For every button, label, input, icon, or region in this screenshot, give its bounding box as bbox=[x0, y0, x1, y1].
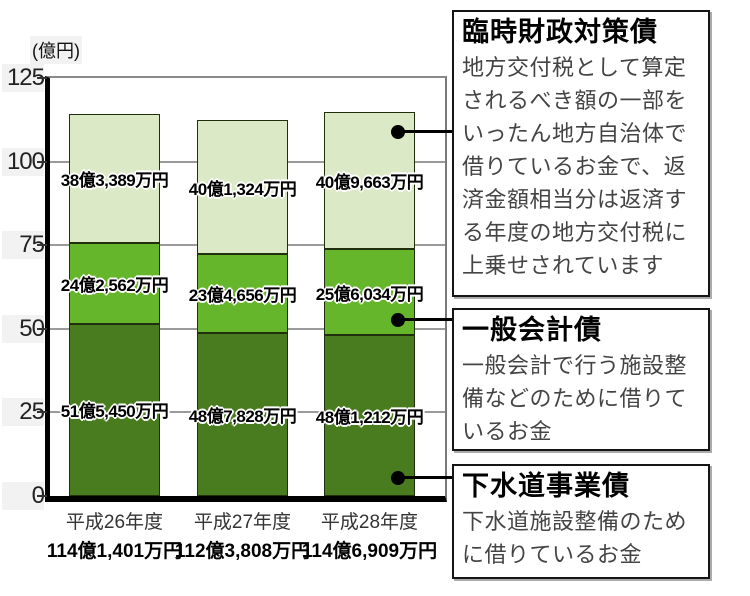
bar-segment-臨時財政対策債-平成27年度: 40億1,324万円 bbox=[189, 120, 297, 255]
callout-title-sewer: 下水道事業債 bbox=[462, 471, 630, 501]
y-tick-label-100: 100 bbox=[2, 147, 45, 176]
y-tick-50 bbox=[37, 327, 47, 330]
y-axis-unit-label: (億円) bbox=[30, 36, 82, 64]
callout-body-sewer: 下水道施設整備のため に借りているお金 bbox=[462, 508, 688, 567]
bar-segment-一般会計債-平成27年度: 23億4,656万円 bbox=[189, 254, 297, 333]
callout-box-extraordinary: 臨時財政対策債 地方交付税として算定 されるべき額の一部を いったん地方自治体で… bbox=[452, 10, 710, 297]
segment-value-label: 40億1,324万円 bbox=[188, 179, 297, 199]
callout-line-extraordinary bbox=[398, 130, 455, 133]
segment-value-label: 25億6,034万円 bbox=[315, 284, 424, 304]
y-tick-25 bbox=[37, 411, 47, 414]
x-total-label-2: 112億3,808万円 bbox=[174, 541, 311, 562]
bar-segment-下水道事業債-平成28年度: 48億1,212万円 bbox=[316, 335, 424, 496]
callout-line-general-account bbox=[398, 318, 455, 321]
callout-body-extraordinary: 地方交付税として算定 されるべき額の一部を いったん地方自治体で 借りているお金… bbox=[462, 54, 688, 278]
callout-dot-general-account bbox=[391, 313, 405, 327]
callout-box-general-account: 一般会計債 一般会計で行う施設整 備などのために借りて いるお金 bbox=[452, 308, 710, 451]
segment-value-label: 48億1,212万円 bbox=[315, 408, 424, 428]
x-category-label-2: 平成27年度 bbox=[193, 512, 292, 533]
segment-value-label: 40億9,663万円 bbox=[315, 173, 424, 193]
callout-line-sewer bbox=[398, 476, 455, 479]
segment-value-label: 23億4,656万円 bbox=[188, 286, 297, 306]
x-category-label-3: 平成28年度 bbox=[320, 512, 419, 533]
y-tick-0 bbox=[37, 495, 47, 497]
segment-value-label: 51億5,450万円 bbox=[60, 402, 169, 422]
callout-body-general-account: 一般会計で行う施設整 備などのために借りて いるお金 bbox=[462, 352, 688, 444]
x-total-label-1: 114億1,401万円 bbox=[46, 541, 183, 562]
bar-segment-一般会計債-平成26年度: 24億2,562万円 bbox=[61, 242, 169, 324]
callout-dot-extraordinary bbox=[391, 125, 405, 139]
segment-value-label: 24億2,562万円 bbox=[60, 275, 169, 295]
y-tick-125 bbox=[37, 77, 47, 79]
y-tick-100 bbox=[37, 160, 47, 163]
callout-title-extraordinary: 臨時財政対策債 bbox=[462, 17, 658, 47]
bar-segment-下水道事業債-平成26年度: 51億5,450万円 bbox=[61, 323, 169, 496]
plot-area: 51億5,450万円 24億2,562万円 38億3,389万円 48億7,828万円… bbox=[45, 76, 447, 502]
callout-dot-sewer bbox=[391, 471, 405, 485]
segment-value-label: 48億7,828万円 bbox=[188, 406, 297, 426]
y-tick-75 bbox=[37, 244, 47, 247]
y-tick-label-75: 75 bbox=[2, 231, 45, 260]
bar-segment-臨時財政対策債-平成26年度: 38億3,389万円 bbox=[61, 114, 169, 243]
callout-title-general-account: 一般会計債 bbox=[462, 315, 602, 345]
x-category-label-1: 平成26年度 bbox=[65, 512, 164, 533]
bar-segment-下水道事業債-平成27年度: 48億7,828万円 bbox=[189, 332, 297, 496]
x-total-label-3: 114億6,909万円 bbox=[301, 541, 438, 562]
segment-value-label: 38億3,389万円 bbox=[60, 170, 169, 190]
callout-box-sewer: 下水道事業債 下水道施設整備のため に借りているお金 bbox=[452, 464, 710, 579]
